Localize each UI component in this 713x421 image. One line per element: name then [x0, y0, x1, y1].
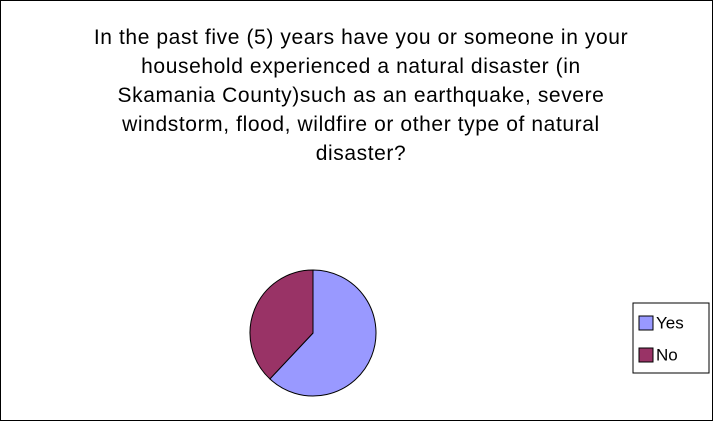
legend-label: Yes [656, 313, 684, 332]
chart-title: In the past five (5) years have you or s… [93, 26, 629, 165]
legend-swatch [638, 315, 654, 331]
pie-slice [269, 269, 377, 397]
legend-swatch [638, 347, 654, 363]
pie-slice [249, 269, 314, 380]
legend-label: No [656, 345, 678, 364]
